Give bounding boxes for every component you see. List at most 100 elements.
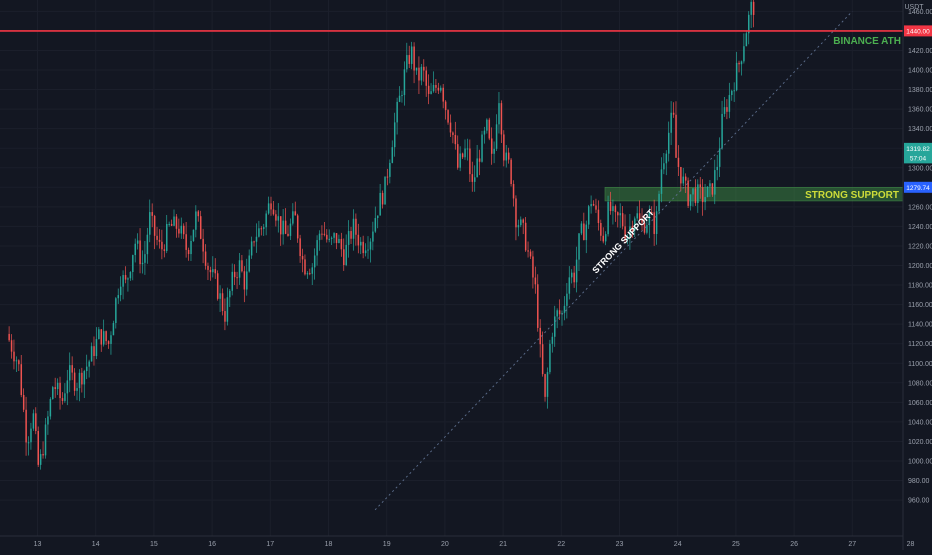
candle <box>415 67 418 75</box>
candle <box>748 11 750 45</box>
candle <box>665 150 668 176</box>
candle-body <box>471 174 474 182</box>
candle <box>42 441 44 459</box>
candle <box>282 209 284 245</box>
candle-body <box>675 114 677 158</box>
candle <box>507 147 510 164</box>
candle-body <box>93 346 95 357</box>
candle-body <box>333 233 335 238</box>
candle-body <box>701 187 704 203</box>
candle <box>355 213 357 246</box>
candle <box>8 326 10 342</box>
candle <box>134 238 136 263</box>
candle <box>86 354 88 380</box>
candle <box>357 223 360 254</box>
candle <box>340 232 343 257</box>
candle-body <box>534 277 537 285</box>
candle <box>64 383 66 403</box>
candle-body <box>204 251 207 266</box>
candle <box>25 396 27 456</box>
candle <box>299 234 301 263</box>
candle <box>219 285 221 313</box>
candle-body <box>614 206 617 213</box>
price-tick-label: 960.00 <box>908 498 930 505</box>
candle-body <box>246 271 248 290</box>
candle <box>694 179 697 206</box>
candle <box>59 376 61 410</box>
candle-body <box>277 216 280 221</box>
candle <box>668 121 670 162</box>
candle-body <box>258 228 260 237</box>
candle <box>420 63 423 86</box>
candle-body <box>677 157 680 167</box>
candle <box>585 220 588 254</box>
candle-body <box>180 225 183 234</box>
candle-body <box>192 229 195 241</box>
candle-body <box>413 46 415 71</box>
candle-body <box>651 212 653 214</box>
candle <box>621 206 624 230</box>
candle <box>393 112 396 157</box>
candle <box>733 82 735 102</box>
candle-body <box>585 224 588 241</box>
price-tick-label: 1380.00 <box>908 87 932 94</box>
candle-body <box>435 84 437 88</box>
support-price-badge-bg <box>904 181 932 193</box>
date-tick-label: 18 <box>325 541 333 548</box>
candle <box>199 210 202 240</box>
candle <box>175 214 178 238</box>
candle-body <box>173 216 175 226</box>
candle-body <box>507 152 510 160</box>
candle <box>66 369 69 406</box>
candle-body <box>144 254 146 263</box>
candle-body <box>704 197 706 203</box>
date-tick-label: 17 <box>266 541 274 548</box>
candle-body <box>199 216 202 239</box>
candle <box>449 114 452 137</box>
candle <box>486 118 488 134</box>
candle <box>573 265 575 288</box>
candle-body <box>124 275 127 280</box>
candle-body <box>711 183 714 195</box>
candle <box>362 235 364 259</box>
candle <box>631 220 634 238</box>
candle <box>532 250 534 289</box>
candle-body <box>709 183 711 187</box>
candle <box>401 90 403 103</box>
candle-body <box>100 329 103 345</box>
candle <box>328 229 330 243</box>
candle-body <box>578 233 580 260</box>
candle <box>735 51 738 92</box>
candle-body <box>115 298 117 324</box>
candle <box>115 297 117 329</box>
candle <box>546 367 549 409</box>
candle <box>520 216 522 228</box>
candle <box>231 263 233 296</box>
candle-body <box>88 361 90 367</box>
candle-body <box>493 148 495 154</box>
candle <box>469 139 471 183</box>
candle-body <box>699 184 702 188</box>
price-tick-label: 1240.00 <box>908 224 932 231</box>
candle <box>93 336 95 366</box>
candle <box>78 369 81 402</box>
candle-body <box>488 119 491 139</box>
candle <box>459 146 461 172</box>
candle <box>141 250 144 274</box>
candle-body <box>452 132 454 135</box>
candle <box>432 71 435 93</box>
candle-body <box>687 180 689 206</box>
candle-body <box>355 218 357 235</box>
candle-body <box>190 240 192 255</box>
candle <box>638 200 641 221</box>
candle-body <box>267 203 270 214</box>
candle-body <box>95 339 98 357</box>
candle <box>35 407 37 435</box>
ath-price-badge: 1440.00 <box>904 25 932 37</box>
candle-body <box>30 428 32 443</box>
candle <box>590 195 592 214</box>
candle <box>427 74 430 105</box>
current-price-badge-text: 1319.82 <box>906 146 930 153</box>
